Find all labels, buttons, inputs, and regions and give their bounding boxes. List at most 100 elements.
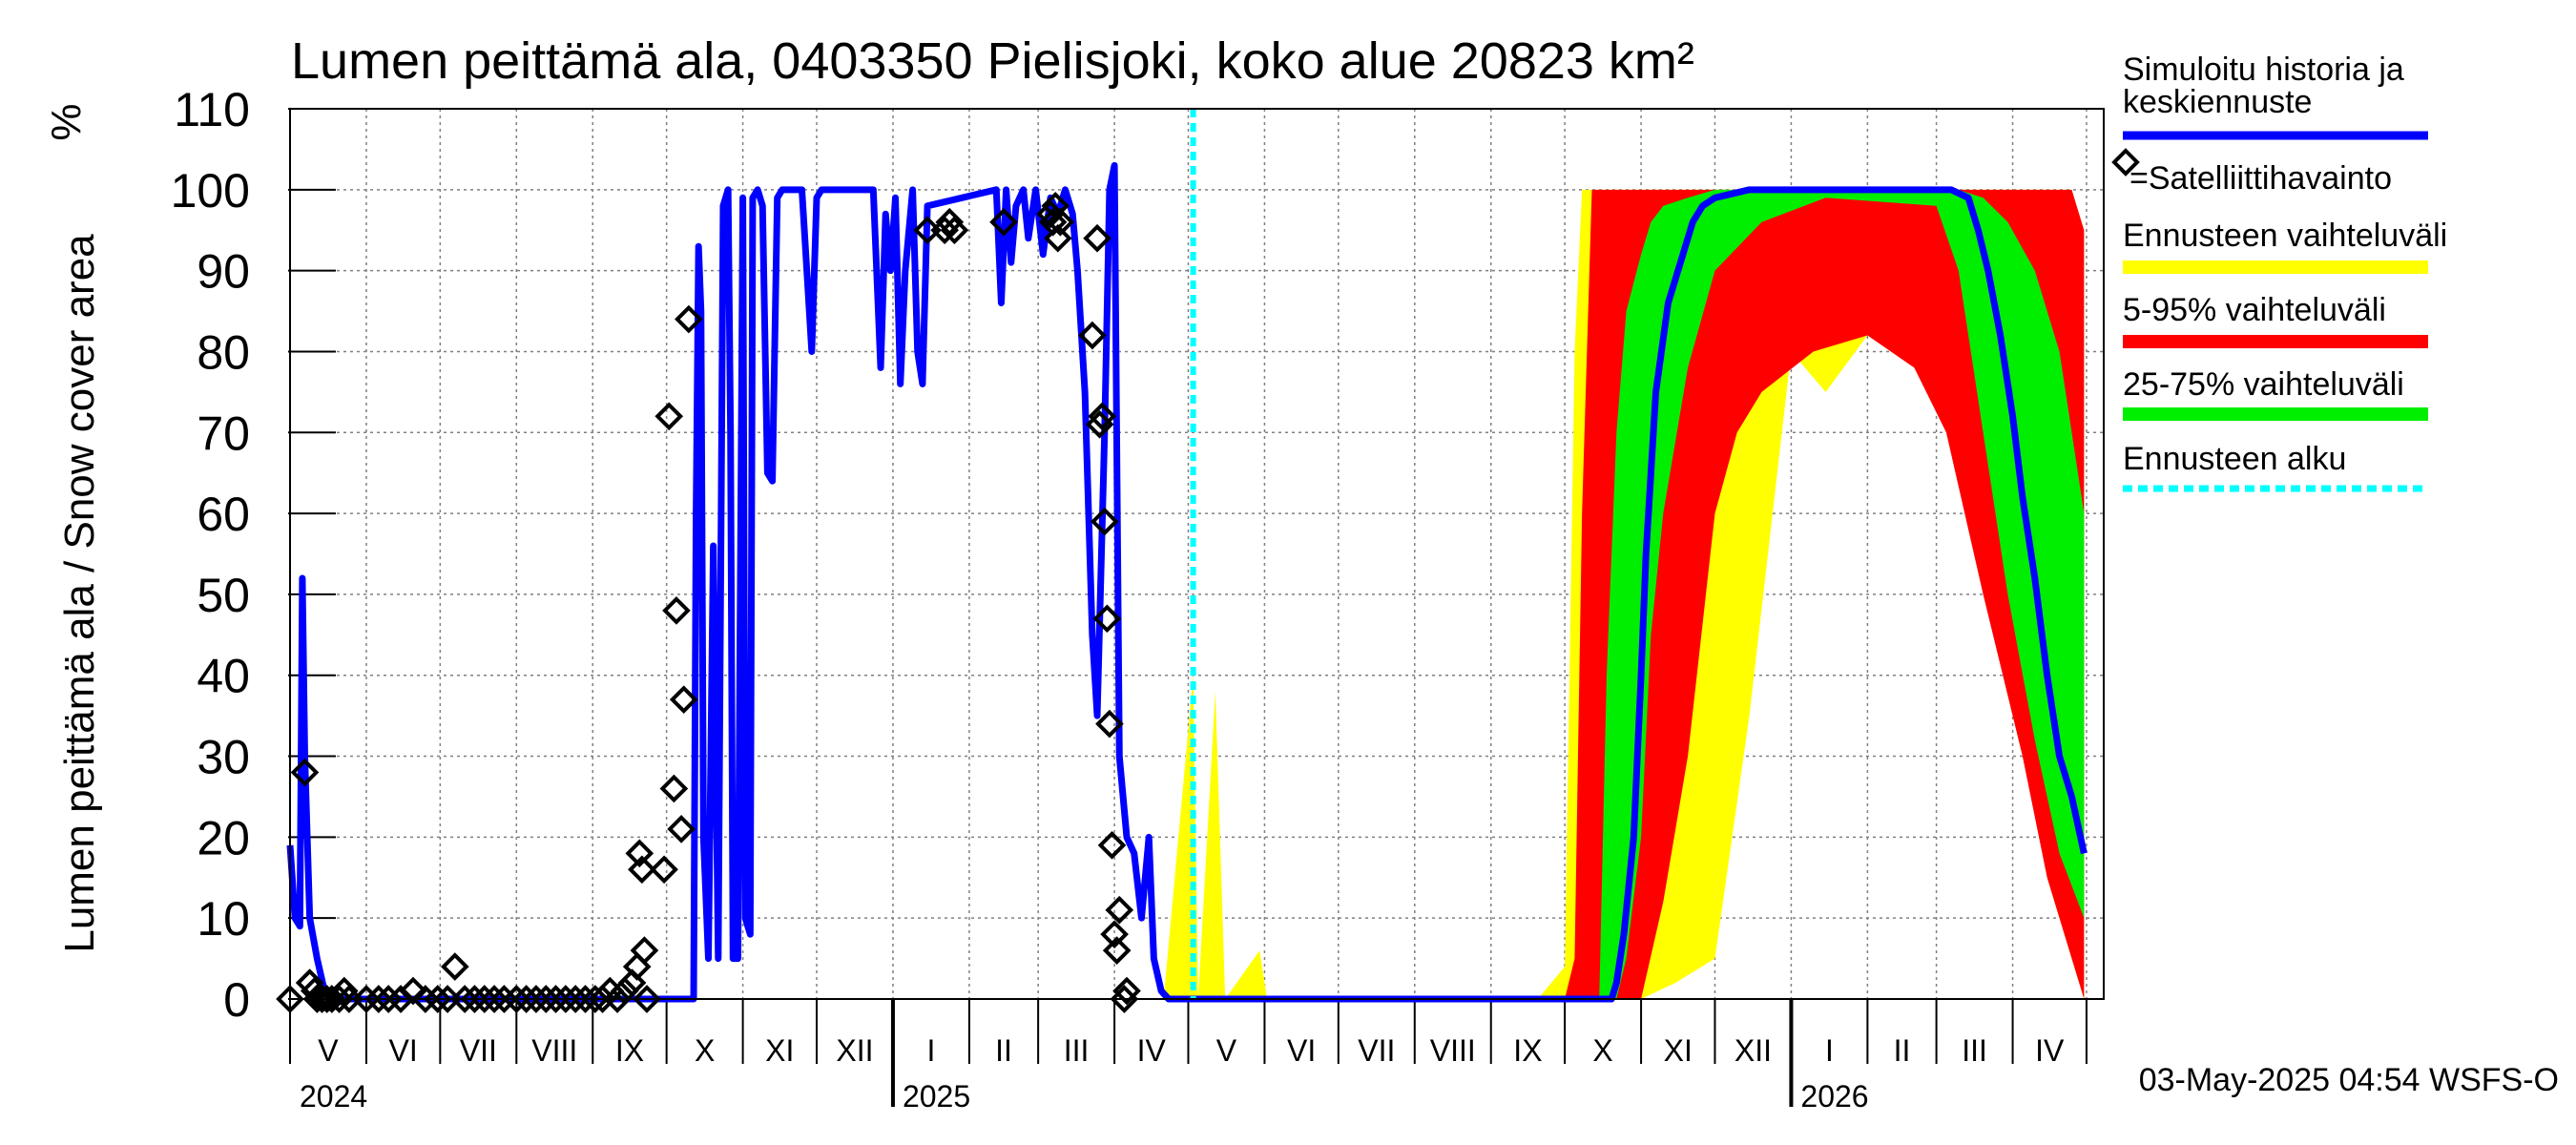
satellite-point xyxy=(502,985,531,1013)
satellite-point xyxy=(1090,507,1119,536)
satellite-point xyxy=(374,985,404,1013)
y-axis-label: Lumen peittämä ala / Snow cover area xyxy=(56,234,103,953)
band-area xyxy=(1599,189,2085,999)
y-tick-label: 70 xyxy=(197,406,250,460)
satellite-point xyxy=(628,855,656,885)
timestamp: 03-May-2025 04:54 WSFS-O xyxy=(2139,1062,2559,1098)
satellite-point xyxy=(633,985,661,1013)
satellite-point xyxy=(1078,321,1107,350)
satellite-point xyxy=(290,758,320,787)
satellite-point xyxy=(940,216,969,245)
satellite-point xyxy=(522,985,551,1013)
month-label: XII xyxy=(1735,1033,1772,1068)
month-label: VIII xyxy=(531,1033,577,1068)
plot-frame xyxy=(289,108,2105,1000)
month-label: II xyxy=(995,1033,1012,1068)
satellite-point xyxy=(630,936,659,965)
satellite-point xyxy=(511,985,541,1013)
satellite-point xyxy=(1102,936,1132,965)
satellite-point xyxy=(460,985,489,1013)
satellite-point xyxy=(364,985,393,1013)
satellite-point xyxy=(440,952,469,981)
y-axis-unit: % xyxy=(43,103,90,140)
satellite-point xyxy=(1046,207,1075,237)
month-label: IV xyxy=(2035,1033,2065,1068)
y-tick-label: 60 xyxy=(197,488,250,541)
month-label: X xyxy=(1592,1033,1612,1068)
satellite-point xyxy=(450,985,479,1013)
satellite-point xyxy=(329,976,359,1006)
satellite-point xyxy=(561,985,591,1013)
satellite-point xyxy=(1105,895,1134,925)
y-tick-label: 40 xyxy=(197,650,250,703)
month-label: V xyxy=(1216,1033,1237,1068)
satellite-point xyxy=(1112,976,1141,1006)
month-label: XI xyxy=(765,1033,794,1068)
satellite-point xyxy=(1043,223,1072,253)
satellite-point xyxy=(617,968,647,997)
legend-swatch xyxy=(2111,148,2140,177)
legend-label: 5-95% vaihteluväli xyxy=(2123,292,2386,328)
y-tick-label: 30 xyxy=(197,731,250,784)
year-label: 2025 xyxy=(903,1079,970,1114)
satellite-point xyxy=(1100,920,1129,948)
month-label: III xyxy=(1962,1033,1987,1068)
satellite-point xyxy=(1097,831,1127,860)
month-label: III xyxy=(1064,1033,1090,1068)
satellite-point xyxy=(989,207,1018,237)
month-label: IV xyxy=(1137,1033,1167,1068)
band-area xyxy=(1565,189,2085,999)
satellite-point xyxy=(1092,604,1122,634)
satellite-point xyxy=(650,855,678,885)
month-label: IX xyxy=(1513,1033,1542,1068)
month-label: V xyxy=(318,1033,339,1068)
legend-label: 25-75% vaihteluväli xyxy=(2123,366,2404,403)
satellite-point xyxy=(669,685,698,715)
year-label: 2024 xyxy=(300,1079,367,1114)
legend-label: Ennusteen vaihteluväli xyxy=(2123,218,2447,254)
satellite-point xyxy=(1083,223,1111,253)
y-tick-label: 80 xyxy=(197,325,250,379)
month-label: VIII xyxy=(1430,1033,1476,1068)
satellite-point xyxy=(399,976,427,1006)
satellite-point xyxy=(480,985,509,1013)
satellite-point xyxy=(625,839,654,868)
satellite-point xyxy=(276,985,304,1013)
satellite-point xyxy=(1088,402,1117,431)
satellite-point xyxy=(603,985,632,1013)
satellite-point xyxy=(489,985,519,1013)
satellite-point xyxy=(610,976,639,1006)
satellite-point xyxy=(411,985,440,1013)
y-tick-label: 50 xyxy=(197,569,250,622)
y-tick-label: 10 xyxy=(197,892,250,946)
y-tick-label: 0 xyxy=(223,973,250,1027)
satellite-point xyxy=(541,985,571,1013)
satellite-point xyxy=(659,774,689,803)
month-label: I xyxy=(1825,1033,1834,1068)
month-label: VI xyxy=(1287,1033,1316,1068)
legend-label: =Satelliittihavainto xyxy=(2129,160,2392,197)
month-label: IX xyxy=(615,1033,644,1068)
satellite-point xyxy=(423,985,452,1013)
month-label: II xyxy=(1894,1033,1911,1068)
month-label: XII xyxy=(836,1033,873,1068)
month-label: VI xyxy=(389,1033,418,1068)
chart-title: Lumen peittämä ala, 0403350 Pielisjoki, … xyxy=(291,32,1694,90)
satellite-point xyxy=(935,207,965,237)
satellite-point xyxy=(469,985,499,1013)
satellite-point xyxy=(667,815,696,843)
y-tick-label: 100 xyxy=(171,164,250,218)
satellite-point xyxy=(324,985,354,1013)
y-tick-label: 90 xyxy=(197,245,250,299)
satellite-point xyxy=(551,985,580,1013)
satellite-point xyxy=(531,985,561,1013)
satellite-point xyxy=(654,402,684,431)
satellite-point xyxy=(662,596,691,625)
month-label: X xyxy=(695,1033,715,1068)
month-label: XI xyxy=(1664,1033,1693,1068)
month-label: VII xyxy=(460,1033,497,1068)
satellite-point xyxy=(1095,709,1124,739)
legend-label: keskiennuste xyxy=(2123,84,2312,120)
month-label: VII xyxy=(1358,1033,1395,1068)
